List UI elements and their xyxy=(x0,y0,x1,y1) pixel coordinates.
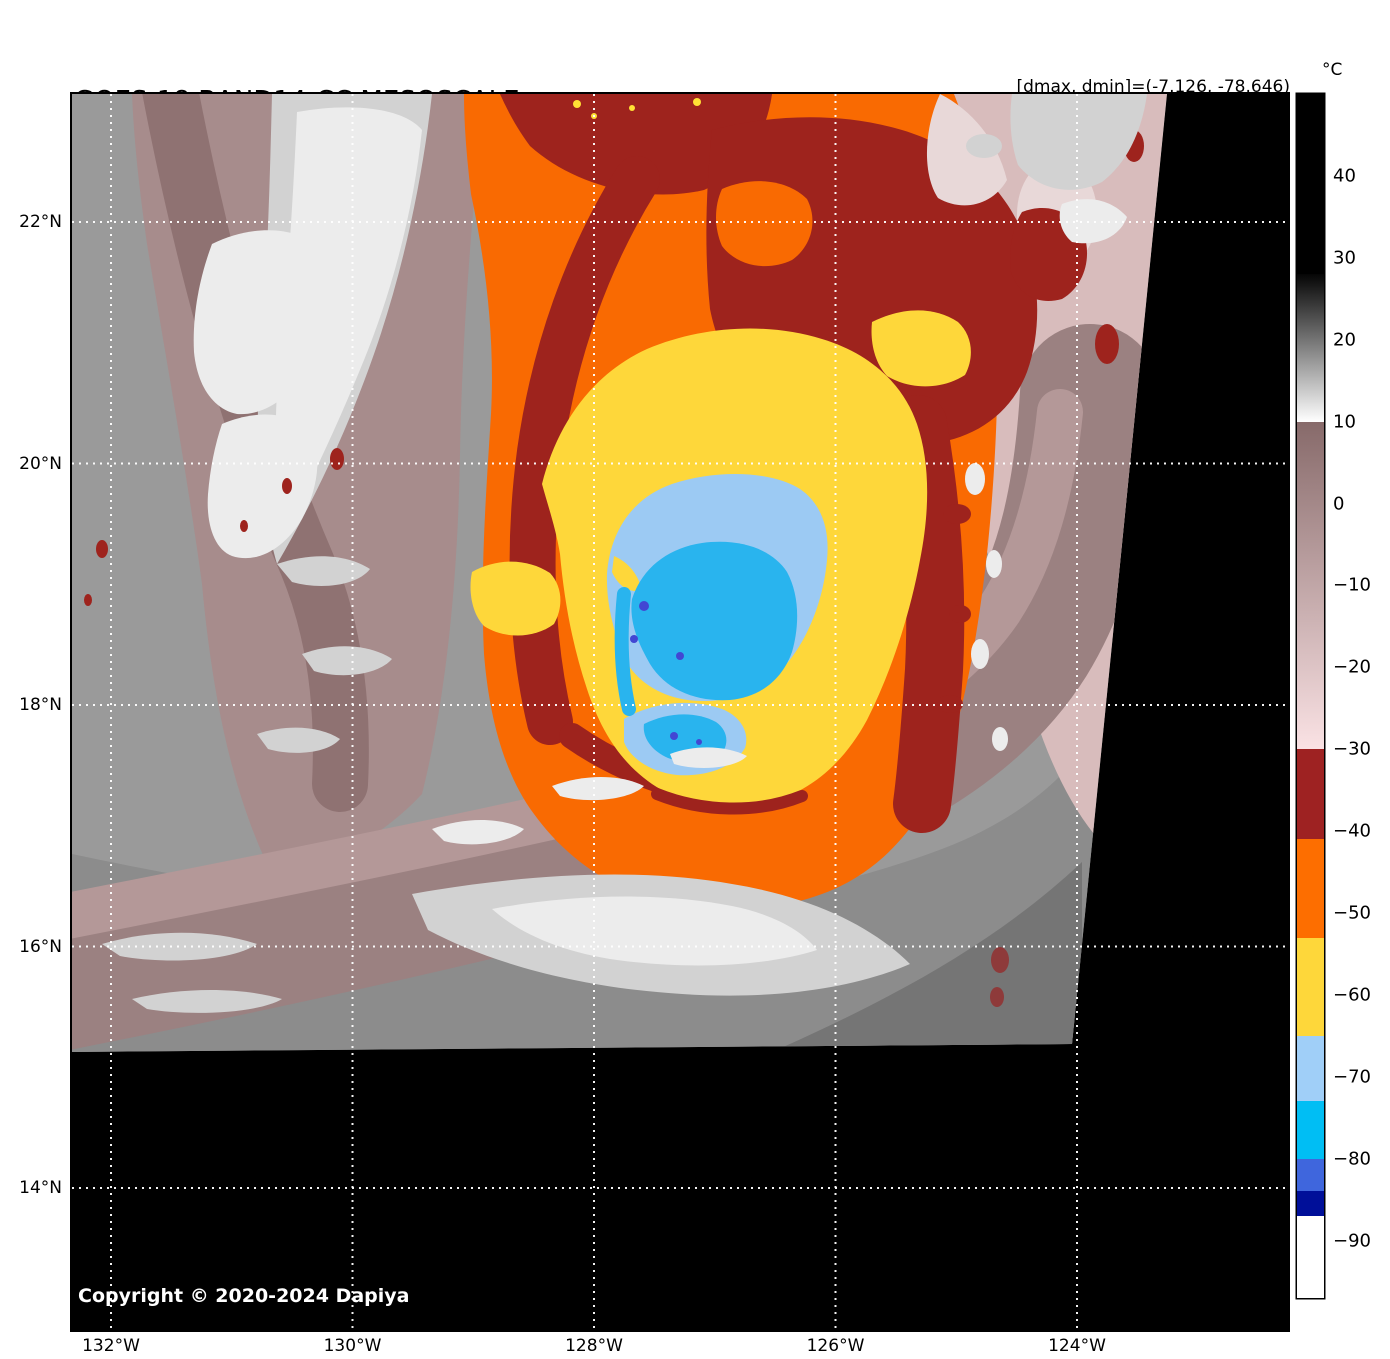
ir-northeast-cloud-2 xyxy=(1059,199,1127,244)
ir-northeast-cloud-3 xyxy=(966,134,1002,158)
colorbar-tick-label: −70 xyxy=(1333,1066,1371,1088)
ir-red-speck xyxy=(84,594,92,606)
ir-yellow-notch xyxy=(612,556,642,592)
ir-maroon-spot xyxy=(991,947,1009,973)
ir-west-cloud-blob-2 xyxy=(207,414,318,559)
colorbar-segment xyxy=(1297,749,1324,840)
ir-maroon-spot xyxy=(990,987,1004,1007)
lon-tick-label: 130°W xyxy=(323,1336,382,1356)
ir-orange-hole xyxy=(716,181,813,267)
colorbar-tick-label: 40 xyxy=(1333,165,1356,187)
colorbar-tick-label: −40 xyxy=(1333,820,1371,842)
ir-southeast-dark-gray xyxy=(772,862,1082,1052)
ir-royal-speck xyxy=(676,652,684,660)
ir-northwest-cloud-core xyxy=(275,107,422,532)
colorbar-segment xyxy=(1297,421,1324,750)
ir-red-spur xyxy=(949,605,971,623)
ir-band-cloud-speck xyxy=(670,747,747,768)
ir-red-top-band xyxy=(500,94,772,195)
colorbar-tick-label: 0 xyxy=(1333,493,1345,515)
lat-tick-label: 16°N xyxy=(19,936,62,957)
ir-cloud-streak xyxy=(257,727,340,753)
ir-southwest-cloud-streak xyxy=(132,990,282,1013)
ir-south-cloud-streak-core xyxy=(492,896,817,966)
ir-cyan-west-sliver xyxy=(614,587,636,716)
colorbar-tick-label: −10 xyxy=(1333,574,1371,596)
ir-yellow-west-patch xyxy=(470,561,561,636)
colorbar-tick-label: −20 xyxy=(1333,656,1371,678)
lat-tick-label: 18°N xyxy=(19,695,62,715)
colorbar-tick-label: 10 xyxy=(1333,411,1356,433)
ir-red-speck xyxy=(240,520,248,532)
lon-tick-label: 128°W xyxy=(565,1336,623,1356)
ir-red-spur xyxy=(937,695,963,713)
ir-cloud-streak xyxy=(302,646,392,676)
graticule xyxy=(72,94,1288,1330)
colorbar-tick-label: −60 xyxy=(1333,984,1371,1006)
ir-red-spur xyxy=(943,504,971,524)
satellite-image xyxy=(72,94,1288,1330)
colorbar-tick-label: −80 xyxy=(1333,1148,1371,1170)
lat-tick-label: 20°N xyxy=(19,453,62,474)
ir-royal-speck xyxy=(670,732,678,740)
colorbar-segment xyxy=(1297,1035,1324,1102)
colorbar-segment xyxy=(1297,94,1324,275)
ir-cloud-streak xyxy=(277,556,370,586)
ir-yellow-speck xyxy=(573,100,581,108)
colorbar-segment xyxy=(1297,1191,1324,1217)
colorbar-tick-label: −30 xyxy=(1333,738,1371,760)
colorbar xyxy=(1297,94,1324,1298)
ir-cyan-coldest-core xyxy=(631,541,798,701)
colorbar-segment xyxy=(1297,937,1324,1036)
ir-west-cloud-blob xyxy=(193,230,329,415)
ir-east-cloud-speck xyxy=(992,727,1008,751)
colorbar-tick-label: 20 xyxy=(1333,329,1356,351)
ir-yellow-speck xyxy=(693,98,701,106)
lat-tick-label: 14°N xyxy=(19,1178,62,1198)
colorbar-tick-label: −50 xyxy=(1333,902,1371,924)
ir-red-inner-west-band xyxy=(509,156,660,745)
ir-royal-speck xyxy=(630,635,638,643)
ir-red-east-crescent xyxy=(889,395,965,833)
lon-tick-label: 126°W xyxy=(806,1336,865,1356)
colorbar-segments xyxy=(1297,94,1324,1298)
ir-red-east-patch xyxy=(1095,324,1119,364)
colorbar-tick-label: −90 xyxy=(1333,1230,1371,1252)
ir-yellow-speck xyxy=(629,105,635,111)
ir-red-speck xyxy=(282,478,292,494)
colorbar-segment xyxy=(1297,1216,1324,1298)
ir-northeast-cloud xyxy=(1010,94,1147,190)
ir-band-cloud-speck xyxy=(432,820,524,845)
ir-red-speck xyxy=(96,540,108,558)
ir-yellow-tongue xyxy=(871,310,971,387)
colorbar-segment xyxy=(1297,1158,1324,1192)
ir-band-cloud-speck xyxy=(552,777,644,801)
ir-red-south-rim xyxy=(651,788,808,815)
colorbar-ticks: 40 30 20 10 0 −10 −20 −30 −40 −50 −60 −70 −80 −90 xyxy=(1333,94,1390,1298)
ir-east-cloud-speck xyxy=(965,463,985,495)
ir-red-speck xyxy=(330,448,344,470)
colorbar-segment xyxy=(1297,839,1324,938)
lat-tick-label: 22°N xyxy=(19,212,62,232)
ir-royal-speck xyxy=(639,601,649,611)
colorbar-tick-label: 30 xyxy=(1333,247,1356,269)
copyright-text: Copyright © 2020-2024 Dapiya xyxy=(78,1285,410,1307)
colorbar-segment xyxy=(1297,274,1324,422)
ir-royal-speck xyxy=(696,739,702,745)
colorbar-unit-label: °C xyxy=(1322,60,1343,80)
colorbar-segment xyxy=(1297,1101,1324,1159)
ir-east-cloud-speck xyxy=(986,550,1002,578)
map-area xyxy=(70,92,1290,1332)
ir-southwest-cloud-streak xyxy=(102,932,257,961)
ir-east-cloud-speck xyxy=(971,639,989,669)
lon-tick-label: 132°W xyxy=(82,1336,140,1356)
lon-tick-label: 124°W xyxy=(1048,1336,1106,1356)
